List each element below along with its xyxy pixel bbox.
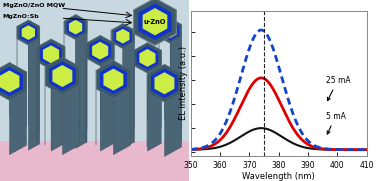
Polygon shape: [69, 20, 82, 35]
Polygon shape: [22, 25, 35, 40]
Polygon shape: [0, 141, 189, 181]
Polygon shape: [49, 61, 76, 91]
Polygon shape: [134, 0, 176, 45]
Polygon shape: [123, 24, 134, 129]
Polygon shape: [76, 21, 87, 148]
Polygon shape: [155, 72, 174, 94]
Polygon shape: [136, 46, 158, 70]
Polygon shape: [0, 0, 189, 141]
Polygon shape: [112, 24, 134, 49]
Polygon shape: [143, 8, 167, 35]
Polygon shape: [170, 18, 181, 129]
Polygon shape: [164, 64, 181, 128]
Polygon shape: [40, 42, 62, 66]
Polygon shape: [161, 21, 179, 41]
Text: u-ZnO: u-ZnO: [144, 19, 166, 25]
Polygon shape: [100, 35, 114, 128]
Polygon shape: [76, 14, 87, 129]
Polygon shape: [100, 43, 114, 151]
Polygon shape: [138, 3, 172, 40]
Polygon shape: [67, 17, 85, 37]
Polygon shape: [170, 24, 181, 148]
Text: 5 mA: 5 mA: [326, 111, 345, 134]
Polygon shape: [164, 74, 181, 157]
Polygon shape: [37, 39, 65, 70]
Polygon shape: [163, 23, 177, 38]
Polygon shape: [100, 65, 127, 94]
Polygon shape: [28, 20, 40, 131]
Polygon shape: [92, 42, 108, 60]
Polygon shape: [114, 26, 132, 46]
Polygon shape: [0, 62, 26, 100]
Polygon shape: [9, 72, 26, 155]
Polygon shape: [113, 70, 130, 155]
Polygon shape: [159, 18, 181, 43]
Polygon shape: [133, 43, 161, 73]
Polygon shape: [28, 26, 40, 150]
Polygon shape: [104, 69, 123, 91]
Polygon shape: [51, 47, 65, 151]
Polygon shape: [147, 50, 161, 151]
Polygon shape: [96, 61, 130, 99]
Polygon shape: [147, 64, 181, 102]
Polygon shape: [53, 65, 72, 87]
Polygon shape: [116, 29, 130, 44]
Polygon shape: [123, 30, 134, 148]
Polygon shape: [62, 57, 79, 126]
Polygon shape: [0, 70, 19, 92]
Polygon shape: [86, 35, 114, 66]
Y-axis label: EL intensity (a.u.): EL intensity (a.u.): [179, 46, 188, 120]
Text: MgZnO/ZnO MQW: MgZnO/ZnO MQW: [3, 3, 65, 8]
Polygon shape: [147, 43, 161, 128]
Polygon shape: [9, 62, 26, 126]
Text: MgZnO:Sb: MgZnO:Sb: [3, 14, 39, 19]
Text: 25 mA: 25 mA: [326, 76, 350, 101]
Polygon shape: [0, 67, 23, 96]
Polygon shape: [51, 39, 65, 128]
Polygon shape: [89, 39, 111, 63]
Polygon shape: [17, 20, 40, 45]
Polygon shape: [64, 14, 87, 40]
Polygon shape: [19, 23, 37, 43]
Polygon shape: [62, 67, 79, 155]
X-axis label: Wavelength (nm): Wavelength (nm): [242, 172, 315, 181]
Polygon shape: [151, 68, 178, 98]
Polygon shape: [45, 57, 79, 95]
Polygon shape: [113, 61, 130, 126]
Polygon shape: [43, 45, 59, 63]
Polygon shape: [139, 49, 155, 67]
